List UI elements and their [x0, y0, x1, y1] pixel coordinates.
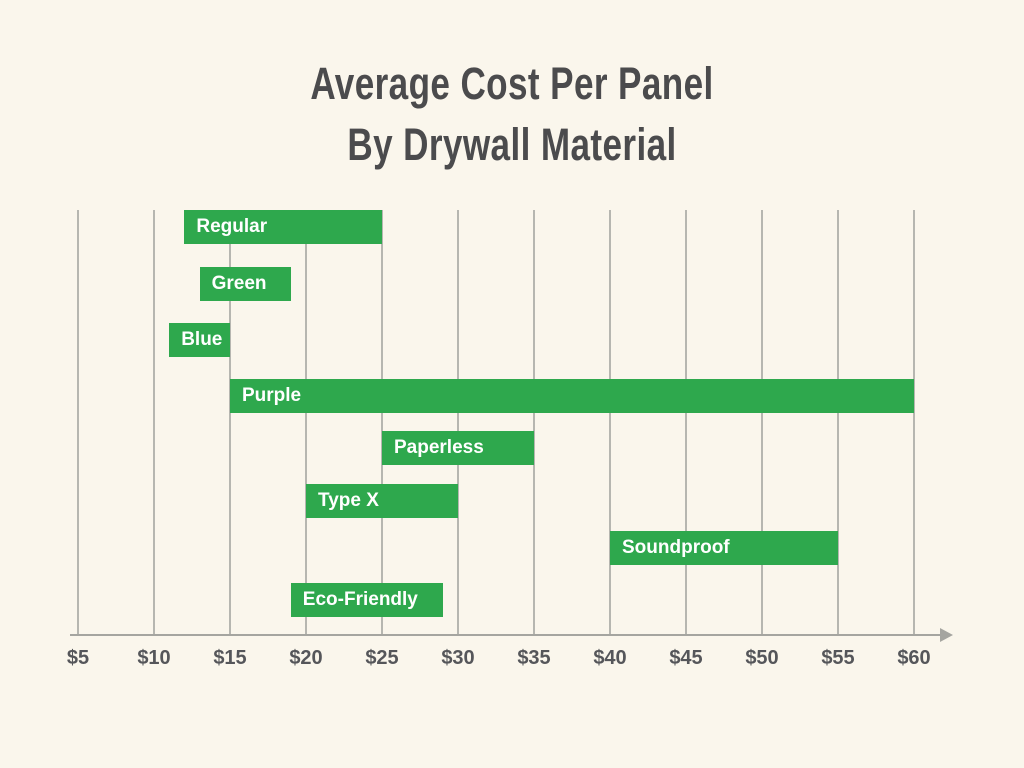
x-tick-label-40: $40: [593, 647, 627, 669]
bar-label: Eco-Friendly: [302, 589, 418, 610]
gridline-15: [229, 210, 231, 635]
gridline-10: [153, 210, 155, 635]
bar-regular: Regular: [184, 210, 382, 244]
bar-type-x: Type X: [306, 484, 458, 518]
gridline-55: [837, 210, 839, 635]
bar-purple: Purple: [230, 379, 914, 413]
chart-title: Average Cost Per Panel By Drywall Materi…: [0, 54, 1024, 176]
bar-paperless: Paperless: [382, 431, 534, 465]
x-axis-line: [70, 634, 942, 636]
bar-eco-friendly: Eco-Friendly: [290, 583, 443, 617]
x-tick-label-20: $20: [289, 647, 323, 669]
x-tick-label-50: $50: [745, 647, 779, 669]
gridline-50: [761, 210, 763, 635]
bar-label: Purple: [242, 385, 302, 406]
bar-blue: Blue: [169, 323, 230, 357]
x-axis-arrow-icon: [940, 628, 953, 642]
gridline-5: [77, 210, 79, 635]
x-tick-label-55: $55: [821, 647, 855, 669]
gridline-45: [685, 210, 687, 635]
gridline-60: [913, 210, 915, 635]
bar-soundproof: Soundproof: [610, 531, 838, 565]
gridline-20: [305, 210, 307, 635]
x-tick-label-15: $15: [213, 647, 247, 669]
x-tick-label-35: $35: [517, 647, 551, 669]
bar-green: Green: [199, 267, 291, 301]
chart-title-line2: By Drywall Material: [347, 118, 677, 170]
x-tick-label-5: $5: [66, 647, 90, 669]
gridline-40: [609, 210, 611, 635]
bar-label: Paperless: [394, 437, 484, 458]
gridline-35: [533, 210, 535, 635]
bar-label: Regular: [196, 216, 268, 237]
bar-label: Green: [211, 273, 267, 294]
gridline-30: [457, 210, 459, 635]
gridline-25: [381, 210, 383, 635]
bar-label: Blue: [181, 329, 223, 350]
chart-title-line1: Average Cost Per Panel: [310, 58, 714, 109]
x-tick-label-30: $30: [441, 647, 475, 669]
bar-label: Soundproof: [622, 537, 730, 558]
bar-label: Type X: [318, 490, 379, 511]
x-tick-label-60: $60: [897, 647, 931, 669]
x-tick-label-10: $10: [137, 647, 171, 669]
x-tick-label-45: $45: [669, 647, 703, 669]
x-tick-label-25: $25: [365, 647, 399, 669]
